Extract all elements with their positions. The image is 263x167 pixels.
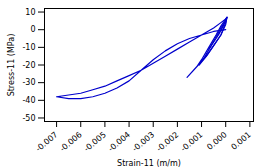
svg-text:-0.007: -0.007	[34, 130, 60, 153]
svg-text:-20: -20	[22, 61, 35, 70]
svg-text:-0.001: -0.001	[179, 130, 205, 153]
svg-text:-10: -10	[22, 43, 35, 52]
svg-text:-0.005: -0.005	[82, 130, 108, 153]
svg-text:-40: -40	[22, 96, 35, 105]
svg-text:-0.002: -0.002	[155, 130, 181, 153]
svg-text:Strain-11 (m/m): Strain-11 (m/m)	[117, 159, 181, 167]
svg-text:10: 10	[25, 8, 35, 17]
svg-text:Stress-11 (MPa): Stress-11 (MPa)	[7, 34, 16, 97]
svg-text:-0.003: -0.003	[131, 130, 157, 153]
svg-text:-30: -30	[22, 78, 35, 87]
svg-text:-50: -50	[22, 114, 35, 123]
svg-text:0.000: 0.000	[205, 130, 228, 152]
svg-text:0: 0	[30, 25, 35, 34]
svg-text:0.001: 0.001	[229, 130, 252, 152]
svg-text:-0.006: -0.006	[58, 130, 84, 153]
svg-text:-0.004: -0.004	[106, 130, 132, 153]
